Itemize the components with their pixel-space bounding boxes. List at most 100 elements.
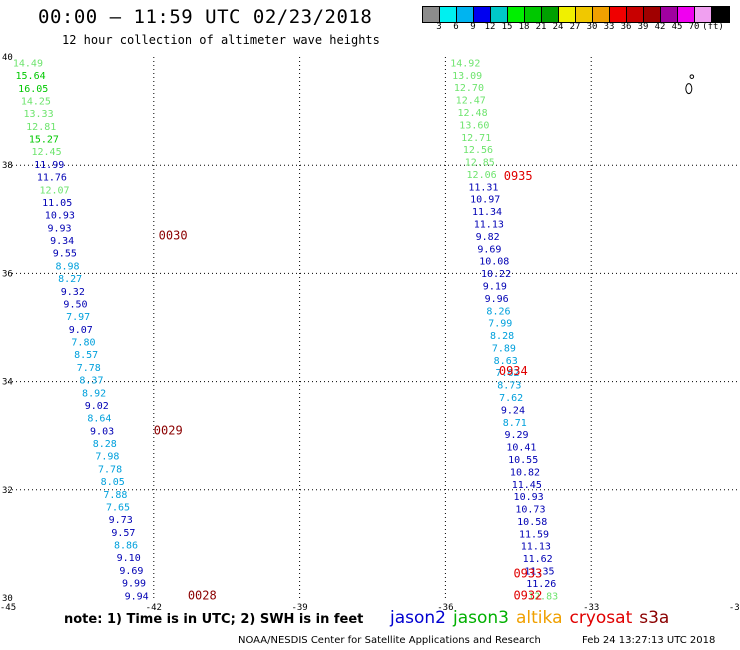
pass-time-label: 0028 [188, 588, 217, 602]
wave-height-point: 7.98 [95, 452, 119, 463]
satellite-legend-cryosat: cryosat [569, 608, 633, 628]
wave-height-point: 7.80 [71, 338, 95, 349]
x-tick-label: -39 [291, 603, 307, 613]
y-tick-label: 38 [2, 161, 13, 171]
wave-height-point: 10.08 [479, 257, 509, 268]
pass-time-label: 0933 [513, 567, 542, 581]
wave-height-point: 11.34 [472, 207, 502, 218]
wave-height-point: 9.02 [85, 401, 109, 412]
wave-height-point: 9.73 [109, 515, 133, 526]
wave-height-point: 12.85 [465, 158, 495, 169]
colorbar-swatch [627, 7, 644, 22]
colorbar-swatch [593, 7, 610, 22]
wave-height-point: 11.05 [42, 198, 72, 209]
wave-height-point: 11.26 [526, 579, 556, 590]
pass-time-label: 0029 [154, 423, 183, 437]
wave-height-point: 8.98 [55, 261, 79, 272]
wave-height-point: 9.50 [63, 299, 87, 310]
colorbar-label: 12 [484, 22, 496, 32]
wave-height-point: 12.71 [461, 133, 491, 144]
wave-height-point: 15.64 [16, 71, 46, 82]
wave-height-point: 8.71 [503, 418, 527, 429]
colorbar-label: 24 [552, 22, 564, 32]
colorbar-label: 39 [637, 22, 649, 32]
wave-height-point: 7.62 [499, 393, 523, 404]
wave-height-point: 11.13 [474, 220, 504, 231]
wave-height-point: 10.73 [515, 505, 545, 516]
credit-text: NOAA/NESDIS Center for Satellite Applica… [238, 635, 541, 646]
colorbar-label: 15 [501, 22, 513, 32]
wave-height-point: 7.65 [106, 502, 130, 513]
wave-height-point: 11.99 [34, 160, 64, 171]
wave-height-point: 11.31 [468, 182, 498, 193]
wave-height-point: 8.28 [93, 439, 117, 450]
wave-height-point: 7.99 [488, 319, 512, 330]
colorbar-swatch [542, 7, 559, 22]
wave-height-point: 16.05 [18, 84, 48, 95]
satellite-legend-s3a: s3a [639, 608, 670, 628]
y-tick-label: 40 [2, 53, 13, 63]
wave-height-point: 8.27 [58, 274, 82, 285]
colorbar-swatch [440, 7, 457, 22]
wave-height-point: 13.33 [24, 109, 54, 120]
wave-height-point: 11.13 [521, 542, 551, 553]
wave-height-point: 9.32 [61, 287, 85, 298]
chart-title: 00:00 – 11:59 UTC 02/23/2018 [38, 6, 373, 28]
wave-height-point: 9.99 [122, 579, 146, 590]
wave-height-point: 9.94 [125, 591, 149, 602]
wave-height-point: 10.93 [45, 211, 75, 222]
colorbar-labels: 3 6 9 12 15 18 21 24 27 30 33 36 39 42 45 70 (ft) [422, 22, 740, 34]
colorbar-swatch [678, 7, 695, 22]
wave-height-point: 9.29 [505, 430, 529, 441]
wave-height-point: 9.82 [476, 232, 500, 243]
wave-height-point: 11.62 [523, 554, 553, 565]
satellite-legend-jason2: jason2 [390, 608, 446, 628]
wave-height-point: 12.56 [463, 145, 493, 156]
colorbar-label: 6 [453, 22, 459, 32]
wave-height-point: 9.69 [477, 244, 501, 255]
colorbar-label: 27 [569, 22, 581, 32]
wave-height-point: 9.10 [117, 553, 141, 564]
wave-height-point: 9.34 [50, 236, 74, 247]
island-marker-icon [685, 83, 693, 95]
colorbar-swatch [559, 7, 576, 22]
wave-height-point: 12.06 [467, 170, 497, 181]
wave-height-point: 8.57 [74, 350, 98, 361]
wave-height-point: 7.62 [495, 368, 519, 379]
colorbar-swatch [508, 7, 525, 22]
wave-height-point: 7.78 [77, 363, 101, 374]
wave-height-point: 13.09 [452, 71, 482, 82]
generation-timestamp: Feb 24 13:27:13 UTC 2018 [582, 635, 716, 646]
wave-height-point: 10.93 [514, 492, 544, 503]
wave-height-point: 10.97 [470, 195, 500, 206]
colorbar-swatch [712, 7, 729, 22]
x-tick-label: -36 [437, 603, 453, 613]
wave-height-point: 7.97 [66, 312, 90, 323]
wave-height-point: 8.28 [490, 331, 514, 342]
wave-height-point: 7.89 [492, 343, 516, 354]
wave-height-point: 8.73 [497, 381, 521, 392]
wave-height-point: 12.81 [26, 122, 56, 133]
colorbar-label: (ft) [702, 22, 724, 32]
wave-height-point: 12.47 [456, 96, 486, 107]
pass-time-label: 0030 [159, 229, 188, 243]
wave-height-point: 9.55 [53, 249, 77, 260]
wave-height-point: 9.24 [501, 405, 525, 416]
wave-height-point: 10.82 [510, 467, 540, 478]
wave-height-point: 8.86 [114, 541, 138, 552]
colorbar-label: 9 [470, 22, 476, 32]
wave-height-point: 8.63 [494, 356, 518, 367]
wave-height-point: 10.58 [517, 517, 547, 528]
colorbar-label: 36 [620, 22, 632, 32]
wave-height-point: 15.27 [29, 135, 59, 146]
colorbar-label: 3 [436, 22, 442, 32]
wave-height-point: 12.48 [457, 108, 487, 119]
wave-height-point: 12.45 [31, 147, 61, 158]
pass-time-label: 0932 [513, 588, 542, 602]
satellite-legend: jason2 jason3 altika cryosat s3a [390, 608, 676, 628]
wave-height-point: 10.22 [481, 269, 511, 280]
colorbar-label: 70 [688, 22, 700, 32]
wave-height-point: 11.45 [512, 480, 542, 491]
x-tick-label: -45 [0, 603, 16, 613]
colorbar-label: 33 [603, 22, 615, 32]
